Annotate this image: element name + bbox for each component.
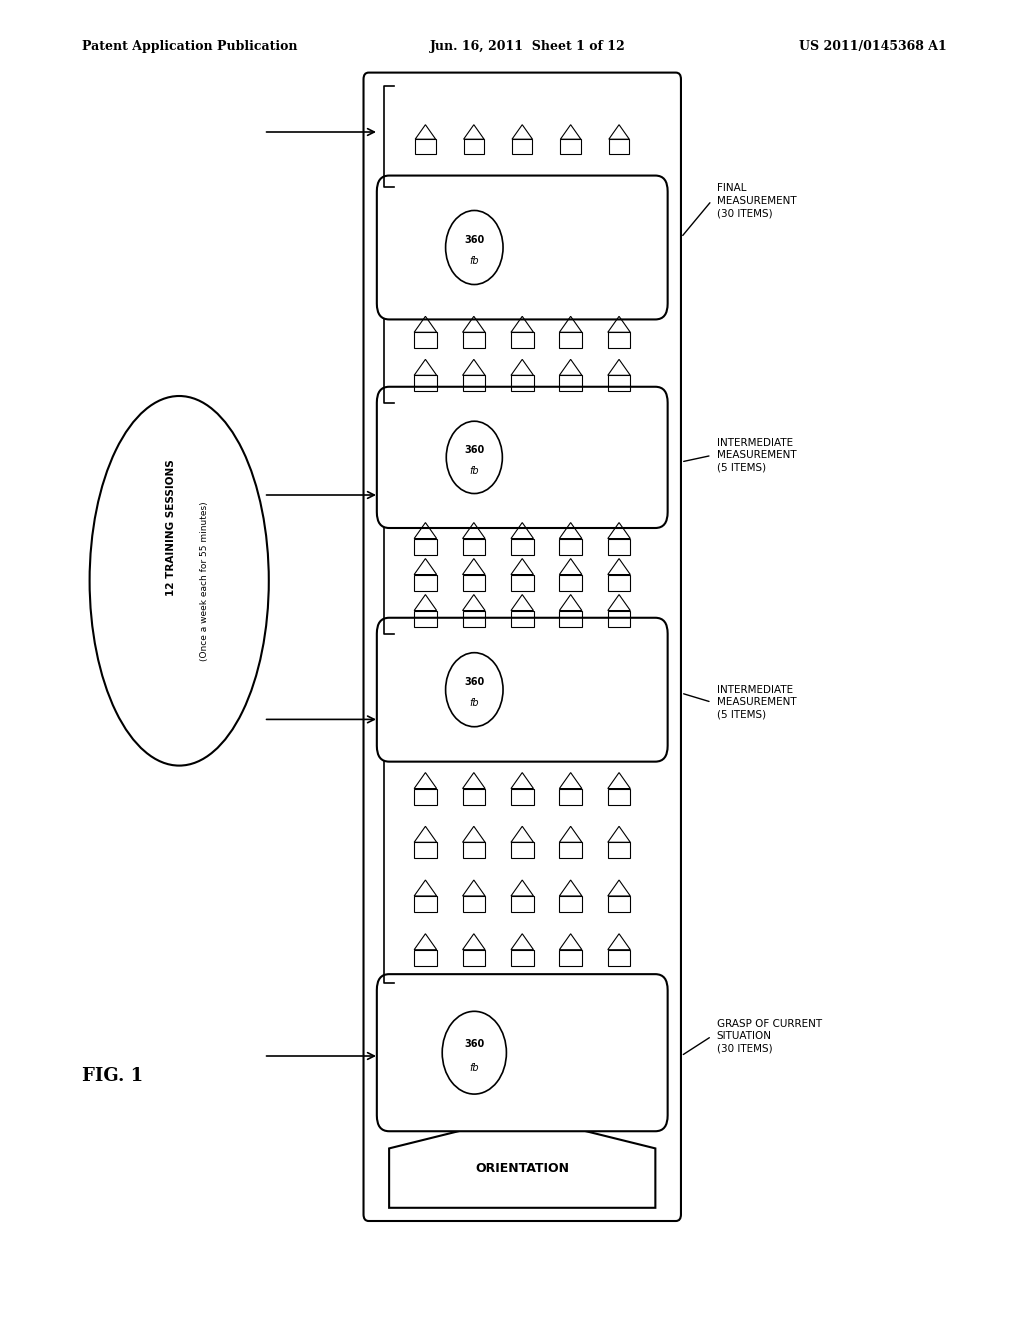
Text: INTERMEDIATE
MEASUREMENT
(5 ITEMS): INTERMEDIATE MEASUREMENT (5 ITEMS) [717,685,797,719]
Text: Jun. 16, 2011  Sheet 1 of 12: Jun. 16, 2011 Sheet 1 of 12 [430,40,626,53]
FancyBboxPatch shape [377,974,668,1131]
Text: (Once a week each for 55 minutes): (Once a week each for 55 minutes) [201,502,209,660]
Text: fb: fb [470,698,479,708]
Text: FIG. 1: FIG. 1 [82,1067,143,1085]
Text: 360: 360 [464,1039,484,1049]
Text: INTERMEDIATE
MEASUREMENT
(5 ITEMS): INTERMEDIATE MEASUREMENT (5 ITEMS) [717,438,797,473]
FancyBboxPatch shape [377,176,668,319]
FancyBboxPatch shape [377,618,668,762]
FancyBboxPatch shape [364,73,681,1221]
Text: 360: 360 [464,235,484,244]
FancyBboxPatch shape [377,387,668,528]
Text: 360: 360 [464,677,484,686]
Text: US 2011/0145368 A1: US 2011/0145368 A1 [799,40,946,53]
Text: 12 TRAINING SESSIONS: 12 TRAINING SESSIONS [166,459,176,597]
Text: Patent Application Publication: Patent Application Publication [82,40,297,53]
Text: GRASP OF CURRENT
SITUATION
(30 ITEMS): GRASP OF CURRENT SITUATION (30 ITEMS) [717,1019,822,1053]
Ellipse shape [90,396,268,766]
Text: fb: fb [470,1063,479,1073]
Text: fb: fb [470,466,479,475]
Text: 360: 360 [464,445,484,454]
Text: ORIENTATION: ORIENTATION [475,1162,569,1175]
Text: fb: fb [470,256,479,265]
Text: FINAL
MEASUREMENT
(30 ITEMS): FINAL MEASUREMENT (30 ITEMS) [717,183,797,218]
